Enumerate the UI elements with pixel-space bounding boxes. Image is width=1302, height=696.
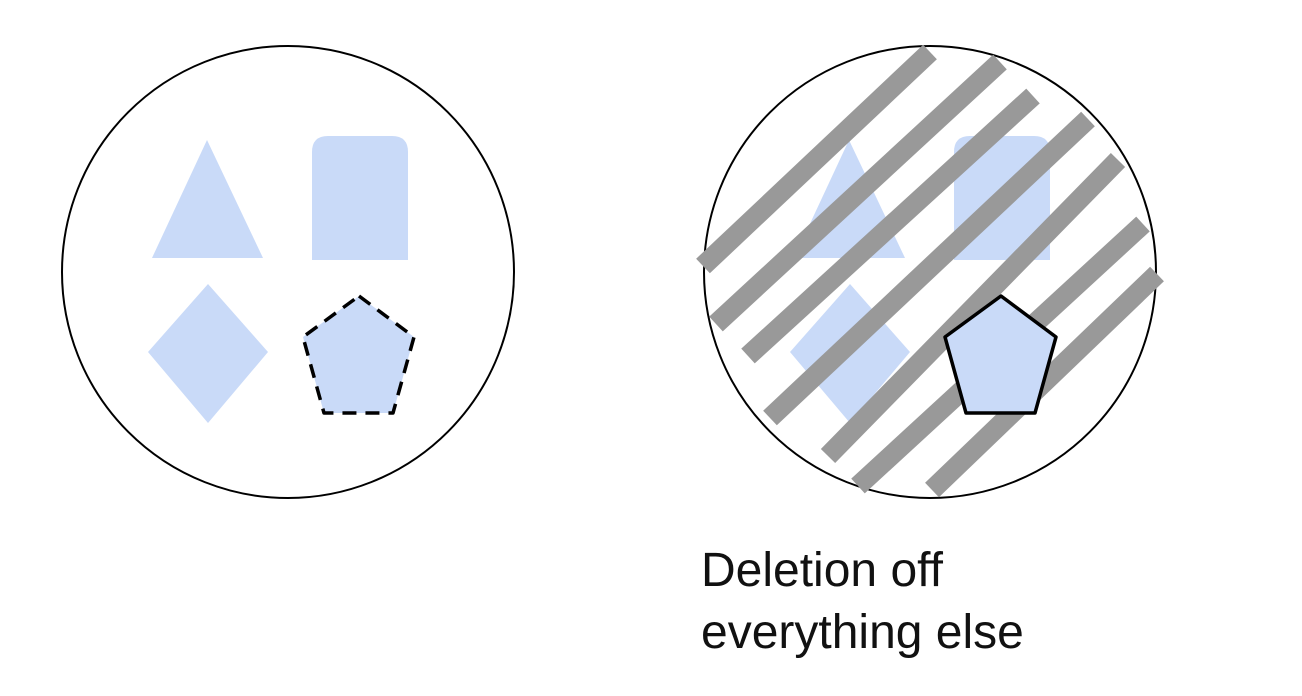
left-rectangle-shape: [312, 136, 408, 260]
deletion-stripe: [763, 111, 1095, 426]
caption-line-1: Deletion off: [701, 544, 943, 597]
left-panel: [61, 45, 515, 499]
deletion-stripe: [709, 54, 1007, 332]
left-circle: [61, 45, 515, 499]
right-pentagon-shape: [943, 294, 1058, 415]
left-diamond-shape: [148, 284, 268, 423]
caption: Deletion off everything else: [701, 540, 1024, 664]
left-pentagon-shape: [301, 294, 416, 415]
deletion-stripe: [741, 88, 1040, 364]
right-panel: [696, 44, 1164, 499]
deletion-stripe: [696, 44, 937, 274]
left-triangle-shape: [152, 140, 263, 258]
deletion-stripe: [820, 153, 1126, 463]
caption-line-2: everything else: [701, 606, 1024, 659]
